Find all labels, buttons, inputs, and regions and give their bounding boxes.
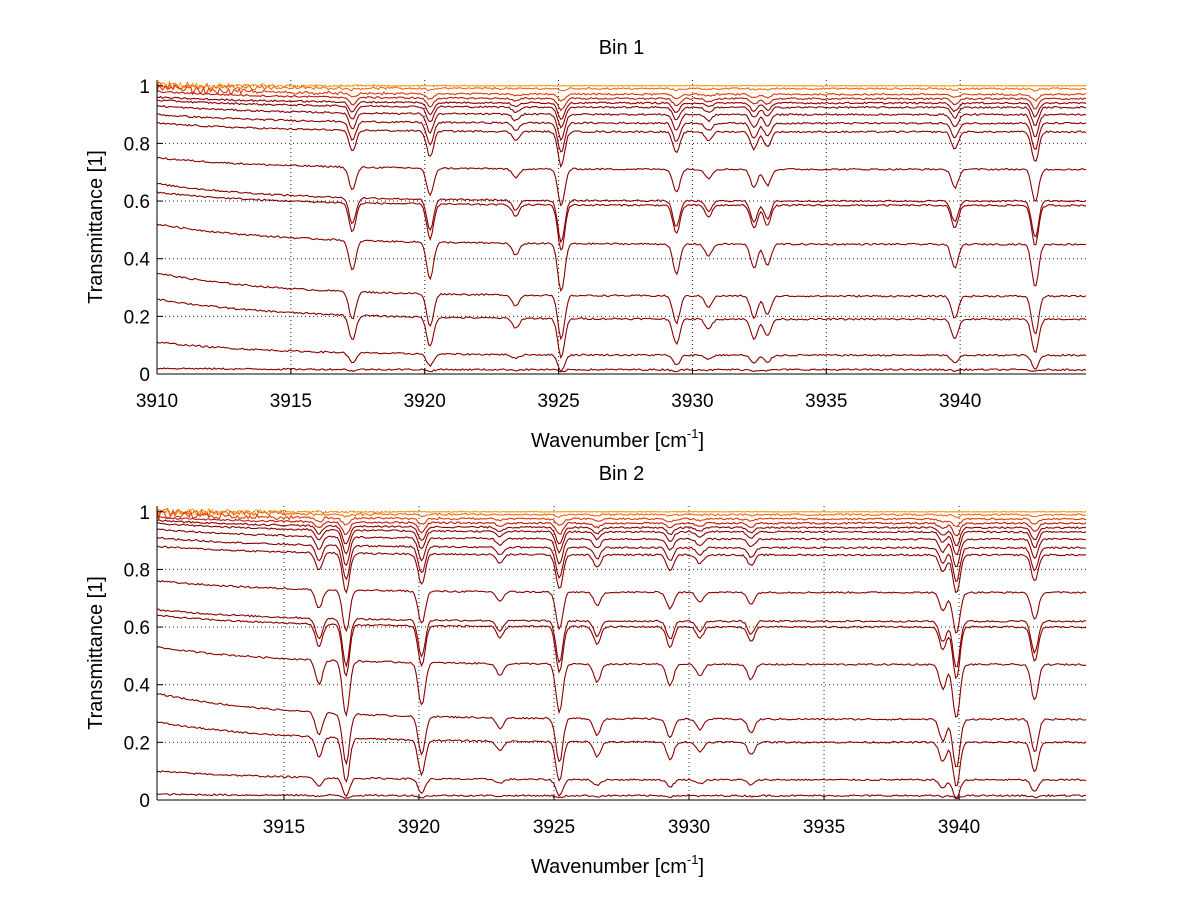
- series-line: [156, 80, 1087, 92]
- series-line: [157, 367, 1087, 373]
- x-axis-label-close: ]: [698, 430, 704, 452]
- x-tick-label: 3920: [398, 817, 440, 838]
- series-line: [156, 770, 1087, 798]
- x-axis-label: Wavenumber [cm-1]: [531, 852, 704, 878]
- series-line: [156, 113, 1086, 153]
- y-tick-label: 0.6: [124, 192, 150, 213]
- series-line: [156, 191, 1087, 251]
- y-tick-label: 0.4: [124, 676, 151, 697]
- series-line: [156, 793, 1087, 800]
- series-line: [156, 121, 1087, 169]
- x-tick-label: 3925: [533, 817, 575, 838]
- series-group: [156, 507, 1087, 800]
- series-line: [156, 298, 1087, 360]
- y-tick-label: 0.2: [124, 733, 150, 754]
- series-line: [156, 156, 1086, 207]
- x-axis-label-text: Wavenumber [cm: [531, 430, 687, 452]
- series-line: [156, 579, 1087, 634]
- y-tick-label: 0: [139, 365, 150, 386]
- series-line: [156, 223, 1087, 293]
- series-line: [156, 516, 1087, 537]
- series-line: [156, 105, 1087, 142]
- series-line: [156, 614, 1087, 680]
- series-line: [156, 507, 1087, 519]
- series-line: [156, 507, 1087, 517]
- x-tick-label: 3930: [668, 817, 710, 838]
- series-line: [156, 721, 1087, 787]
- series-line: [156, 528, 1087, 568]
- series-group: [156, 80, 1087, 373]
- plot-panel-1: Bin 1 3910 3915 3920 3925 3930 3935 3940 0 0.2 0.4…: [85, 37, 1087, 452]
- x-axis-label-superscript: -1: [687, 852, 699, 867]
- x-axis-label-close: ]: [698, 856, 704, 878]
- series-line: [156, 608, 1086, 668]
- y-tick-label: 1: [139, 503, 150, 524]
- series-line: [156, 341, 1087, 373]
- series-line: [156, 536, 1087, 582]
- x-tick-label: 3935: [803, 817, 845, 838]
- series-line: [156, 510, 1087, 528]
- series-line: [156, 95, 1087, 121]
- x-tick-label: 3935: [805, 391, 847, 412]
- chart-title: Bin 2: [599, 463, 645, 485]
- x-axis-label-superscript: -1: [687, 426, 699, 441]
- y-tick-label: 0: [139, 791, 150, 812]
- series-line: [156, 693, 1087, 768]
- y-axis-label: Transmittance [1]: [85, 150, 107, 304]
- y-tick-label: 1: [139, 77, 150, 98]
- series-line: [156, 645, 1087, 718]
- x-tick-label: 3940: [939, 391, 981, 412]
- x-tick-label: 3915: [263, 817, 305, 838]
- series-line: [156, 519, 1087, 546]
- series-line: [156, 90, 1087, 112]
- x-tick-label: 3940: [938, 817, 980, 838]
- series-line: [156, 272, 1087, 341]
- series-line: [156, 84, 1087, 102]
- x-tick-label: 3925: [537, 391, 579, 412]
- y-tick-label: 0.2: [124, 307, 150, 328]
- x-axis-label-text: Wavenumber [cm: [531, 856, 687, 878]
- y-tick-label: 0.6: [124, 618, 150, 639]
- x-tick-label: 3915: [270, 391, 312, 412]
- series-line: [156, 522, 1087, 556]
- chart-title: Bin 1: [599, 37, 645, 59]
- series-line: [156, 99, 1087, 129]
- x-tick-label: 3920: [404, 391, 446, 412]
- y-tick-label: 0.4: [124, 250, 151, 271]
- x-axis-label: Wavenumber [cm-1]: [531, 426, 704, 452]
- y-axis-label: Transmittance [1]: [85, 576, 107, 730]
- x-tick-label: 3910: [136, 391, 178, 412]
- x-tick-label: 3930: [671, 391, 713, 412]
- y-tick-label: 0.8: [124, 134, 150, 155]
- series-line: [156, 545, 1087, 594]
- series-line: [156, 182, 1087, 244]
- plot-panel-2: Bin 2 3915 3920 3925 3930 3935 3940 0 0.2 0.4 0.6 0…: [85, 463, 1087, 878]
- series-line: [156, 80, 1087, 90]
- y-tick-label: 0.8: [124, 560, 150, 581]
